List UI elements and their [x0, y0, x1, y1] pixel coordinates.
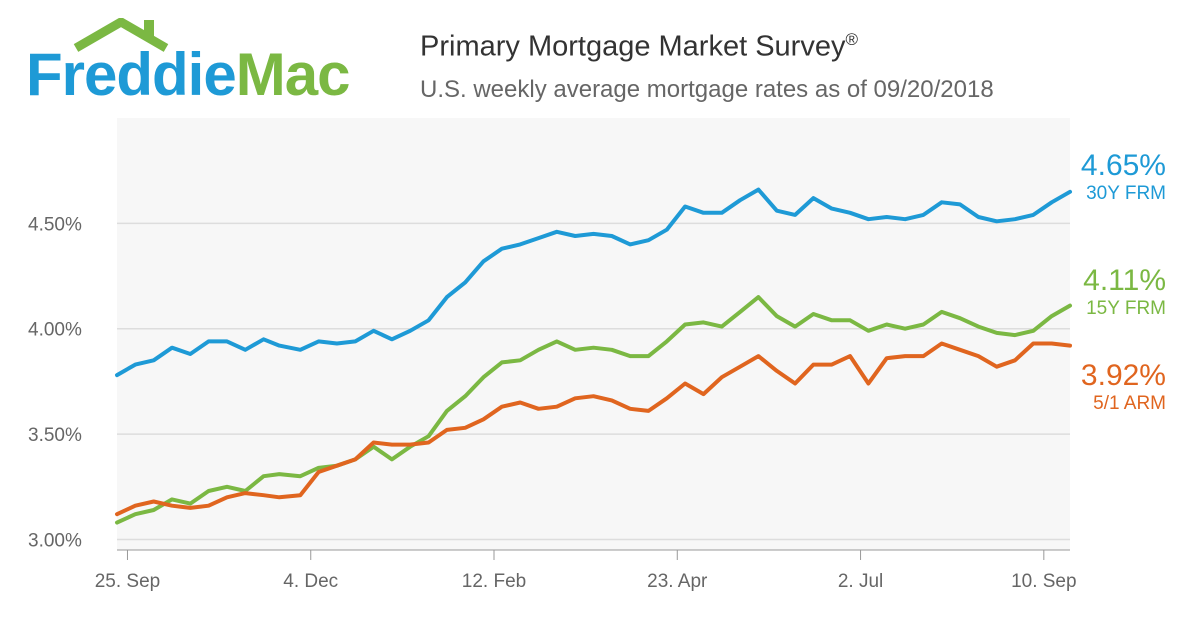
chart-title: Primary Mortgage Market Survey®	[420, 30, 858, 63]
series-line-15y-frm	[115, 295, 1072, 525]
y-tick-label: 3.00%	[28, 530, 82, 551]
chart-subtitle: U.S. weekly average mortgage rates as of…	[420, 76, 994, 103]
plot-area	[117, 118, 1070, 550]
series-name: 30Y FRM	[1086, 183, 1166, 204]
x-tick-label: 25. Sep	[95, 571, 161, 592]
x-tick-label: 10. Sep	[1011, 571, 1077, 592]
freddie-mac-logo: FreddieMac	[26, 18, 386, 108]
series-latest-value: 4.11%	[1083, 264, 1166, 297]
series-latest-value: 3.92%	[1080, 359, 1166, 392]
series-latest-value: 4.65%	[1080, 149, 1166, 182]
series-line-5-1-arm	[115, 341, 1072, 517]
y-tick-label: 3.50%	[28, 425, 82, 446]
series-label-30y-frm: 4.65% 30Y FRM	[1081, 150, 1166, 206]
series-label-15y-frm: 4.11% 15Y FRM	[1083, 265, 1166, 321]
house-roof-icon	[73, 18, 169, 52]
series-line-30y-frm	[115, 187, 1072, 378]
logo-word-freddie: Freddie	[26, 41, 237, 108]
logo-word-mac: Mac	[235, 41, 351, 108]
x-tick-label: 23. Apr	[647, 571, 708, 592]
y-tick-label: 4.00%	[28, 320, 82, 341]
x-tick-label: 2. Jul	[838, 571, 883, 592]
x-tick-label: 4. Dec	[283, 571, 338, 592]
series-label-5-1-arm: 3.92% 5/1 ARM	[1081, 360, 1166, 416]
x-tick-label: 12. Feb	[462, 571, 526, 592]
registered-mark: ®	[845, 30, 858, 49]
series-name: 15Y FRM	[1086, 298, 1166, 319]
series-name: 5/1 ARM	[1093, 393, 1166, 414]
y-tick-label: 4.50%	[28, 214, 82, 235]
